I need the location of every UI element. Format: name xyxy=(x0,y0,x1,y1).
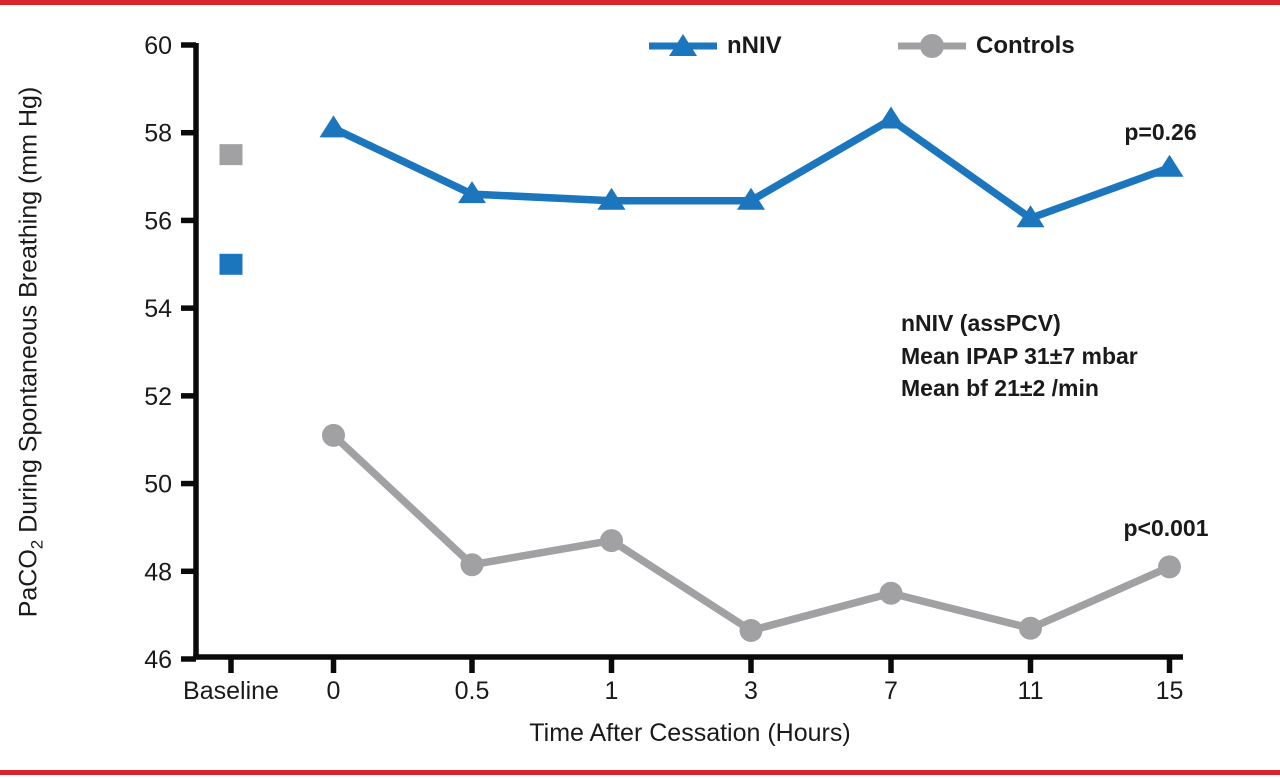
data-point-controls xyxy=(460,553,484,577)
baseline-marker-controls xyxy=(219,144,243,166)
y-tick-label: 60 xyxy=(144,32,172,60)
data-point-nniv xyxy=(597,187,626,210)
y-tick-label: 54 xyxy=(144,295,172,323)
y-tick-label: 58 xyxy=(144,120,172,148)
data-point-nniv xyxy=(1155,154,1184,177)
p-value-controls: p<0.001 xyxy=(1123,515,1209,541)
data-point-nniv xyxy=(458,181,486,204)
controls-legend-marker-icon xyxy=(898,34,966,58)
legend-item-nniv: nNIV xyxy=(646,31,782,61)
x-tick-label: 7 xyxy=(884,677,898,705)
series-line-controls xyxy=(330,432,1172,635)
p-value-nniv: p=0.26 xyxy=(1124,119,1197,145)
y-tick-label: 50 xyxy=(144,471,172,499)
note-line-3: Mean bf 21±2 /min xyxy=(901,375,1099,401)
data-point-controls xyxy=(1019,616,1042,640)
bottom-border-line xyxy=(0,770,1280,775)
data-point-controls xyxy=(739,618,763,642)
y-axis-label-subscript: 2 xyxy=(27,539,47,550)
x-tick-label: 11 xyxy=(1018,677,1044,705)
note-line-2: Mean IPAP 31±7 mbar xyxy=(901,342,1138,369)
y-tick-label: 56 xyxy=(144,207,172,235)
x-tick-label: Baseline xyxy=(183,677,279,705)
data-point-controls xyxy=(322,423,345,447)
data-point-controls xyxy=(600,529,623,553)
y-tick-label: 46 xyxy=(144,646,172,674)
nniv-legend-marker-icon xyxy=(649,34,717,56)
y-axis-label-prefix: PaCO xyxy=(14,549,43,618)
x-tick-label: 0.5 xyxy=(455,677,490,705)
legend-label-controls: Controls xyxy=(976,32,1075,59)
x-tick-label: 1 xyxy=(605,677,619,705)
top-border-line xyxy=(0,0,1280,5)
y-tick-label: 52 xyxy=(144,383,172,411)
legend-item-controls: Controls xyxy=(895,31,1075,61)
data-point-nniv xyxy=(319,115,348,138)
y-tick-label: 48 xyxy=(144,558,172,586)
data-point-nniv xyxy=(1016,205,1045,228)
ventilation-settings-note: nNIV (assPCV) Mean IPAP 31±7 mbar Mean b… xyxy=(901,307,1138,405)
x-tick-label: 15 xyxy=(1156,677,1184,705)
x-tick-label: 0 xyxy=(327,677,341,705)
data-point-nniv xyxy=(737,187,765,210)
x-tick-label: 3 xyxy=(744,677,758,705)
x-axis-label: Time After Cessation (Hours) xyxy=(529,719,851,747)
y-axis-label-suffix: During Spontaneous Breathing (mm Hg) xyxy=(14,86,43,540)
data-point-controls xyxy=(879,581,903,605)
legend-label-nniv: nNIV xyxy=(727,32,782,59)
y-axis-label: PaCO2 During Spontaneous Breathing (mm H… xyxy=(15,87,48,618)
note-line-1: nNIV (assPCV) xyxy=(901,310,1061,336)
baseline-marker-nniv xyxy=(219,253,243,275)
data-point-nniv xyxy=(877,106,905,129)
data-point-controls xyxy=(1158,555,1181,579)
